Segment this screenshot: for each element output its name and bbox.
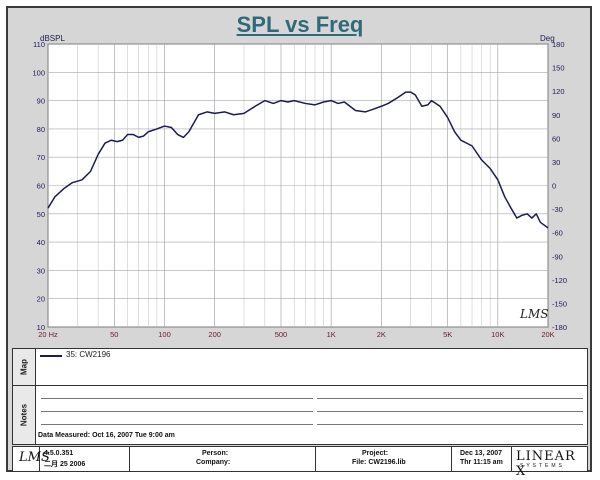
y-tick-label: 50 — [37, 210, 45, 219]
watermark-logo: LMS — [519, 307, 548, 321]
note-line[interactable] — [317, 411, 583, 412]
x-tick-label: 20 Hz — [38, 330, 58, 339]
linearx-sub: SYSTEMS — [520, 463, 565, 469]
notes-tab-label: Notes — [19, 403, 29, 427]
notes-tab: Notes — [13, 386, 36, 444]
y-tick-label: 80 — [37, 125, 45, 134]
y2-tick-label: -150 — [552, 299, 567, 308]
x-tick-label: 5K — [443, 330, 452, 339]
y-tick-label: 20 — [37, 295, 45, 304]
y-axis-label: dBSPL — [40, 34, 65, 43]
footer-date: Dec 13, 2007 — [460, 450, 503, 457]
notes-panel: Notes Data Measured: Oct 16, 2007 Tue 9:… — [12, 385, 588, 445]
y-tick-label: 60 — [37, 182, 45, 191]
version: 4.5.0.351 — [44, 450, 74, 457]
footer-brand-cell: LINEAR X SYSTEMS — [512, 447, 587, 479]
linearx-logo: LINEAR X — [516, 449, 576, 479]
project-label: Project: — [362, 450, 389, 457]
y2-tick-label: -120 — [552, 276, 567, 285]
legend-entry: 35: CW2196 — [66, 350, 111, 359]
lms-logo: LMS — [19, 450, 50, 465]
x-tick-label: 500 — [275, 330, 288, 339]
chart-title: SPL vs Freq — [236, 12, 364, 37]
note-line[interactable] — [41, 398, 313, 399]
footer-logo-cell: LMS — [13, 447, 50, 471]
map-tab: Map — [13, 349, 36, 385]
x-tick-label: 100 — [158, 330, 171, 339]
x-tick-label: 2K — [377, 330, 386, 339]
note-line[interactable] — [317, 398, 583, 399]
note-line[interactable] — [41, 411, 313, 412]
y2-tick-label: 180 — [552, 40, 565, 49]
person-label: Person: — [202, 450, 229, 457]
y2-axis-label: Deg — [540, 34, 555, 43]
y-tick-label: 70 — [37, 153, 45, 162]
series-line — [47, 91, 549, 229]
footer-version-cell: 4.5.0.351 二月 25 2006 — [40, 447, 130, 471]
x-tick-label: 1K — [327, 330, 336, 339]
y2-tick-label: 150 — [552, 64, 565, 73]
y2-tick-label: 30 — [552, 158, 560, 167]
y2-tick-label: -30 — [552, 205, 563, 214]
y-tick-label: 100 — [32, 68, 45, 77]
footer-person-cell: Person: Company: — [130, 447, 316, 471]
y-tick-label: 90 — [37, 97, 45, 106]
x-tick-label: 200 — [208, 330, 221, 339]
note-line[interactable] — [317, 424, 583, 425]
y2-tick-label: 60 — [552, 134, 560, 143]
map-panel: Map 35: CW2196 — [12, 348, 588, 386]
y2-tick-label: -180 — [552, 323, 567, 332]
company-label: Company: — [196, 459, 231, 466]
version-date: 二月 25 2006 — [44, 461, 86, 468]
y-tick-label: 110 — [33, 40, 45, 49]
footer-bar: LMS 4.5.0.351 二月 25 2006 Person: Company… — [12, 446, 588, 479]
footer-time: Thr 11:15 am — [460, 459, 503, 466]
file-label: File: CW2196.lib — [352, 459, 406, 466]
y2-tick-label: 90 — [552, 111, 560, 120]
x-tick-label: 10K — [491, 330, 504, 339]
date-measured: Data Measured: Oct 16, 2007 Tue 9:00 am — [38, 432, 175, 439]
y-tick-label: 30 — [37, 266, 45, 275]
footer-project-cell: Project: File: CW2196.lib — [316, 447, 452, 471]
y2-tick-label: -60 — [552, 229, 563, 238]
y2-tick-label: -90 — [552, 252, 563, 261]
x-tick-label: 20K — [541, 330, 554, 339]
note-line[interactable] — [41, 424, 313, 425]
y-tick-label: 40 — [37, 238, 45, 247]
y2-tick-label: 0 — [552, 182, 556, 191]
x-tick-label: 50 — [110, 330, 118, 339]
footer-date-cell: Dec 13, 2007 Thr 11:15 am — [452, 447, 512, 471]
legend-swatch — [40, 355, 62, 357]
map-tab-label: Map — [19, 359, 29, 375]
y2-tick-label: 120 — [552, 87, 565, 96]
y-tick-label: 10 — [37, 323, 45, 332]
